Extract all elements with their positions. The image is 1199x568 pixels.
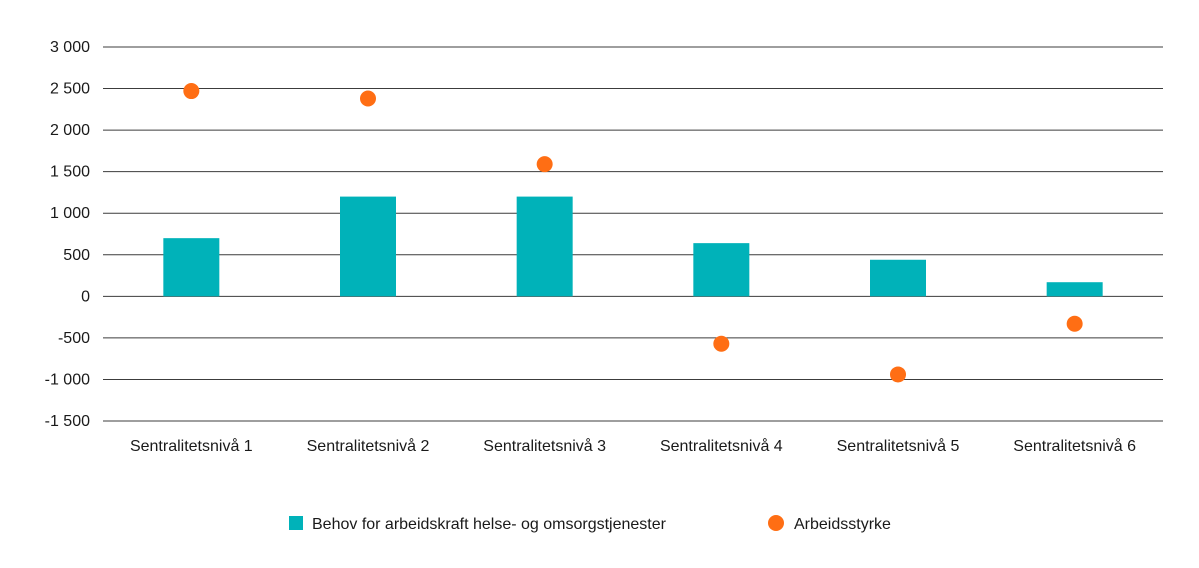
y-tick-label: 2 500 bbox=[50, 81, 90, 98]
x-axis-category-labels: Sentralitetsnivå 1 Sentralitetsnivå 2 Sent… bbox=[130, 437, 1136, 455]
y-tick-label: 1 500 bbox=[50, 164, 90, 181]
bar bbox=[870, 259, 926, 297]
legend-swatch-point bbox=[768, 515, 784, 531]
x-category-label: Sentralitetsnivå 5 bbox=[837, 437, 960, 455]
data-point bbox=[713, 335, 730, 352]
y-tick-label: 3 000 bbox=[50, 39, 90, 56]
x-category-label: Sentralitetsnivå 1 bbox=[130, 437, 253, 455]
data-point bbox=[890, 366, 906, 383]
data-point bbox=[360, 90, 376, 107]
bar-series bbox=[163, 196, 1103, 297]
point-series bbox=[183, 83, 1083, 383]
y-tick-label: 500 bbox=[63, 247, 90, 264]
y-tick-label: -1 000 bbox=[45, 371, 90, 388]
bar bbox=[340, 196, 396, 297]
y-tick-label: 0 bbox=[81, 288, 90, 305]
y-tick-label: 1 000 bbox=[50, 205, 90, 222]
legend-swatch-bar bbox=[289, 516, 303, 530]
x-category-label: Sentralitetsnivå 2 bbox=[307, 437, 430, 455]
bar bbox=[1046, 282, 1103, 297]
x-category-label: Sentralitetsnivå 6 bbox=[1013, 437, 1136, 455]
grid-lines bbox=[103, 46, 1163, 422]
legend: Behov for arbeidskraft helse- og omsorgs… bbox=[289, 515, 891, 533]
bar bbox=[516, 196, 573, 297]
y-tick-label: -1 500 bbox=[45, 413, 90, 430]
x-category-label: Sentralitetsnivå 4 bbox=[660, 437, 783, 455]
bar bbox=[163, 238, 220, 297]
y-axis-tick-labels: 3 000 2 500 2 000 1 500 1 000 500 0 -500 -1 000 -… bbox=[45, 39, 90, 430]
data-point bbox=[536, 156, 553, 173]
bar bbox=[693, 243, 750, 297]
x-category-label: Sentralitetsnivå 3 bbox=[483, 437, 606, 455]
data-point bbox=[183, 83, 200, 100]
legend-label-bar: Behov for arbeidskraft helse- og omsorgs… bbox=[312, 516, 667, 533]
y-tick-label: -500 bbox=[58, 330, 90, 347]
legend-label-point: Arbeidsstyrke bbox=[794, 516, 891, 533]
data-point bbox=[1066, 315, 1083, 332]
y-tick-label: 2 000 bbox=[50, 122, 90, 139]
